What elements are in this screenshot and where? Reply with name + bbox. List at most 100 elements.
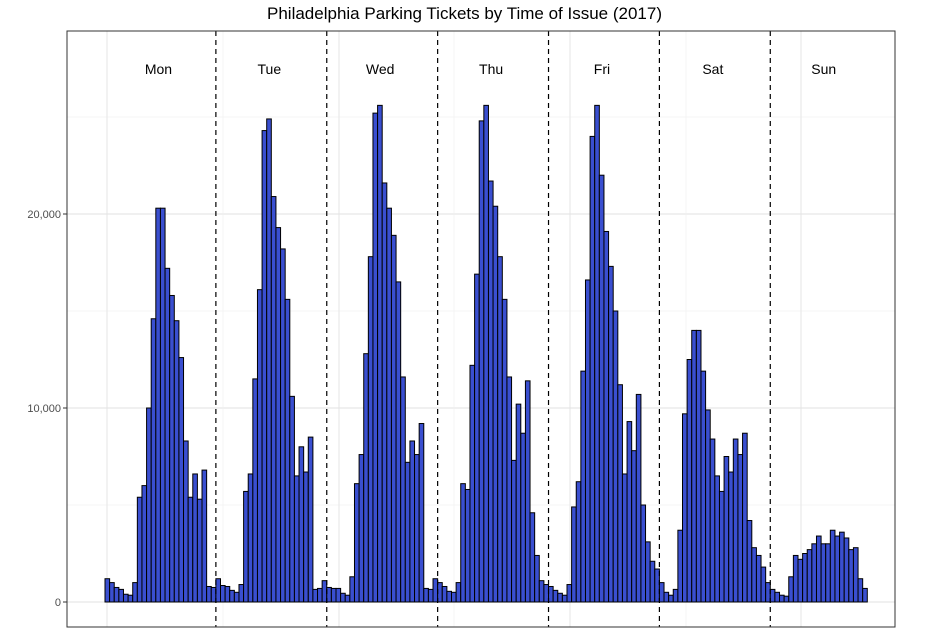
bar [266, 118, 272, 603]
bar [598, 174, 605, 603]
bar [700, 370, 707, 603]
bar [183, 440, 189, 603]
bar [210, 586, 217, 603]
y-axis: 0 10,000 20,000 [27, 209, 67, 609]
bar [534, 554, 540, 603]
bar [220, 585, 226, 603]
bar [409, 440, 416, 603]
bar [330, 587, 337, 603]
bar [293, 475, 300, 603]
bar [270, 196, 277, 603]
bar [358, 454, 365, 603]
bar [441, 585, 448, 603]
bar [852, 547, 859, 603]
bar [774, 591, 781, 603]
bar [414, 454, 420, 603]
bar [483, 104, 489, 603]
bar [451, 591, 457, 603]
bar [848, 549, 854, 603]
bar [312, 588, 319, 603]
bar [677, 529, 684, 603]
bar [635, 393, 642, 603]
bar [737, 454, 744, 603]
bar [640, 504, 647, 603]
bar [658, 582, 665, 603]
bar [109, 582, 115, 603]
bar [252, 378, 258, 603]
bar [215, 578, 222, 603]
day-labels: Mon Tue Wed Thu Fri Sat Sun [145, 61, 836, 77]
bar [765, 582, 771, 603]
bar [400, 376, 406, 603]
bar [529, 512, 536, 603]
bar [377, 104, 383, 603]
bar [797, 558, 804, 603]
day-label: Sun [811, 61, 836, 77]
bar [742, 432, 748, 603]
bar [580, 370, 586, 603]
bar [811, 543, 817, 603]
bar [427, 588, 434, 603]
plot-frame [66, 30, 896, 628]
bar [196, 498, 203, 603]
bars [104, 104, 868, 603]
bar [788, 576, 794, 603]
y-tick-label: 0 [55, 597, 61, 609]
bar [340, 592, 346, 603]
bar [201, 469, 208, 603]
bar [617, 384, 623, 603]
bar [843, 537, 850, 603]
bar [705, 409, 711, 603]
bar [224, 585, 231, 603]
bar [718, 490, 725, 603]
bar [317, 587, 323, 603]
bar [395, 281, 402, 603]
bar [118, 588, 124, 603]
bar [187, 496, 194, 603]
bar [284, 298, 291, 603]
bar [571, 506, 577, 603]
bar [418, 423, 425, 603]
bar [691, 329, 697, 603]
bar [464, 488, 471, 603]
bar [603, 230, 610, 603]
bar [404, 461, 411, 603]
bar [825, 543, 831, 603]
bar [122, 593, 129, 603]
bar [141, 485, 148, 603]
bar [238, 584, 245, 603]
day-label: Thu [479, 61, 503, 77]
bar [446, 590, 453, 603]
bar [857, 578, 864, 603]
bar [649, 560, 656, 603]
bar [806, 549, 813, 603]
bar [506, 376, 513, 603]
bar [621, 473, 628, 603]
bar [159, 207, 166, 603]
bar [575, 481, 582, 603]
bar [229, 589, 235, 603]
bar [686, 359, 693, 603]
bar [538, 580, 545, 603]
bar [349, 576, 355, 603]
bar [663, 591, 670, 603]
bar [668, 594, 674, 603]
bar [386, 207, 392, 603]
bar [275, 227, 282, 603]
bar [626, 421, 633, 603]
bar [728, 471, 734, 603]
bar [344, 594, 351, 603]
bar [256, 289, 263, 603]
bar [132, 582, 138, 603]
bar [233, 591, 240, 603]
bar [760, 566, 767, 603]
bar [815, 535, 822, 603]
bar [469, 364, 476, 603]
bar [363, 353, 369, 603]
day-label: Mon [145, 61, 172, 77]
bar [695, 329, 702, 603]
bar [280, 248, 286, 603]
bar [326, 586, 332, 603]
y-tick-label: 20,000 [27, 209, 61, 221]
